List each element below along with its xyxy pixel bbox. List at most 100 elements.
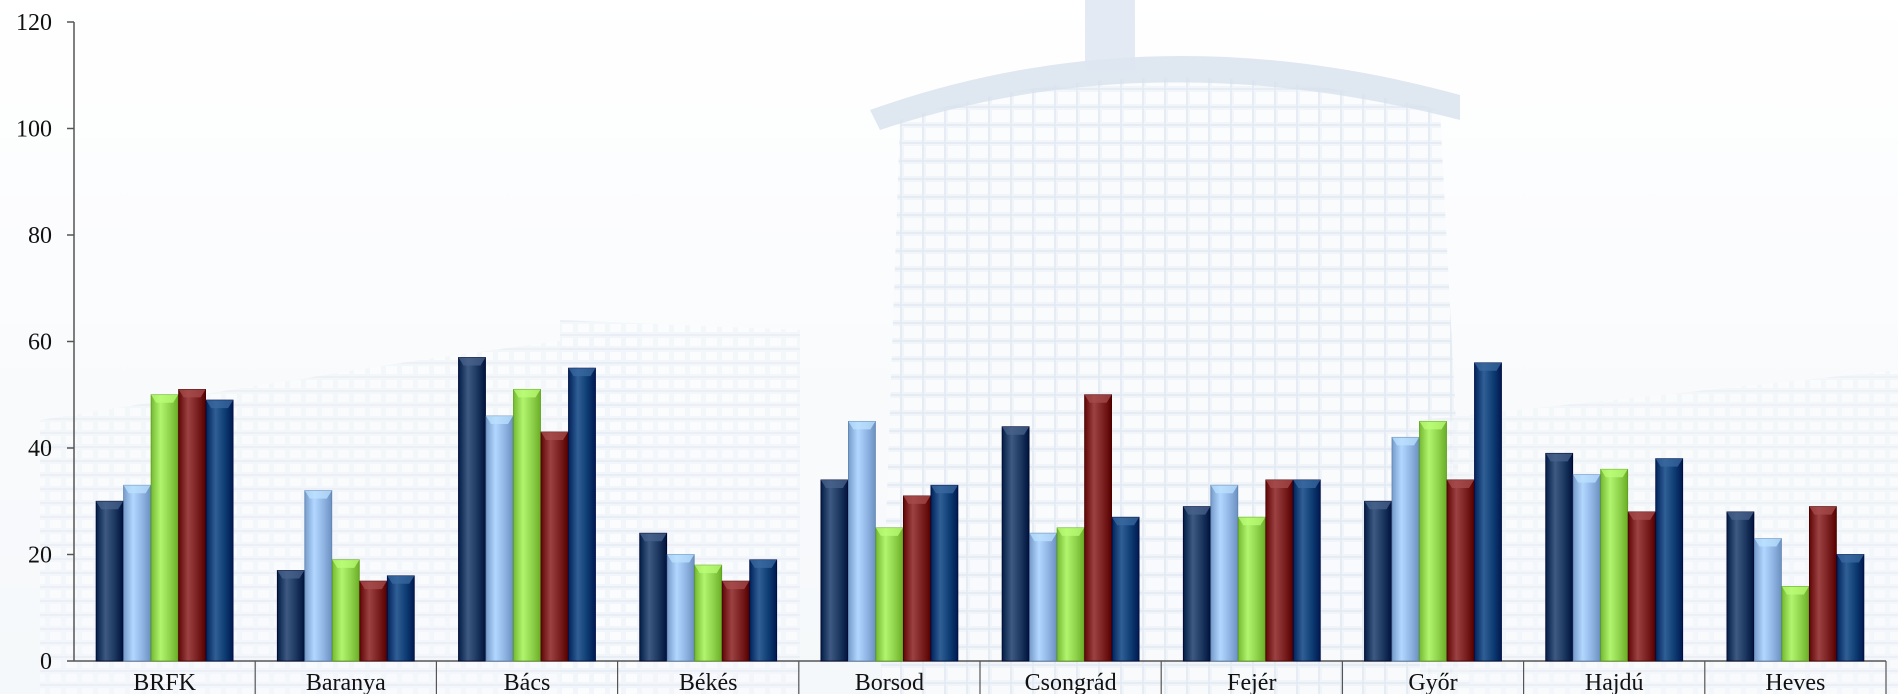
bar: [178, 389, 207, 662]
bar: [1237, 516, 1266, 662]
y-tick-label: 60: [28, 330, 52, 356]
bar: [359, 580, 388, 662]
bar-rect: [1084, 394, 1112, 662]
bar-cap: [96, 501, 124, 510]
bar-rect: [205, 399, 234, 662]
bar: [1029, 532, 1057, 662]
x-category-label: Győr: [1408, 670, 1457, 694]
bar: [1446, 479, 1475, 662]
x-category-label: Békés: [679, 670, 738, 694]
bar-cap: [875, 527, 903, 536]
bar-cap: [749, 559, 777, 568]
bar-rect: [359, 580, 388, 662]
bar-rect: [304, 490, 333, 662]
bar: [1111, 516, 1140, 662]
bar-rect: [1809, 506, 1837, 662]
bar-rect: [1419, 420, 1447, 662]
bar-rect: [1237, 516, 1266, 662]
bar-rect: [513, 389, 541, 662]
bar: [1474, 362, 1502, 662]
bar: [820, 479, 849, 662]
bar-rect: [1391, 436, 1420, 662]
bar-cap: [1545, 453, 1573, 462]
bar-cap: [1112, 517, 1140, 526]
y-tick-label: 100: [16, 117, 52, 143]
bar-cap: [694, 565, 722, 574]
bar: [1364, 500, 1392, 662]
x-category-label: Fejér: [1227, 670, 1276, 694]
bar: [1391, 436, 1420, 662]
bar-cap: [387, 575, 415, 584]
bar: [1754, 538, 1782, 662]
bar-cap: [1002, 426, 1030, 435]
x-category-label: BRFK: [133, 670, 196, 694]
y-tick-label: 0: [40, 649, 52, 675]
labels-group: 0 20 40 60 80 100 120 BRFK Baranya Bács Békés Borso…: [16, 10, 1825, 694]
bar: [848, 420, 876, 662]
bar-cap: [903, 495, 931, 504]
bar-cap: [1210, 485, 1238, 494]
bar: [1836, 554, 1865, 662]
bar-cap: [820, 479, 848, 488]
bar-cap: [930, 485, 958, 494]
bar: [276, 570, 305, 662]
bar-rect: [568, 367, 596, 662]
bar-rect: [1836, 554, 1865, 662]
bar-cap: [1628, 511, 1656, 520]
bar-cap: [667, 554, 695, 563]
bar-rect: [1029, 532, 1057, 662]
bar-rect: [694, 564, 723, 662]
bar-rect: [1600, 468, 1629, 662]
bar: [150, 394, 179, 662]
bar: [1572, 474, 1601, 662]
bar-cap: [458, 357, 486, 366]
bar-cap: [1057, 527, 1085, 536]
bar-cap: [1836, 554, 1864, 563]
bar-cap: [513, 389, 541, 398]
bar-cap: [1392, 437, 1419, 446]
bar: [903, 495, 931, 662]
bar-cap: [1419, 421, 1447, 430]
bar-cap: [151, 394, 179, 403]
bar: [304, 490, 333, 662]
bar-cap: [1238, 517, 1266, 526]
bar-cap: [1293, 479, 1321, 488]
bar-rect: [930, 484, 959, 662]
x-category-label: Hajdú: [1585, 670, 1644, 694]
bar-cap: [1364, 501, 1392, 510]
bar-rect: [331, 559, 360, 662]
bar: [1419, 420, 1447, 662]
bar-rect: [386, 575, 415, 662]
bar: [540, 431, 569, 662]
bar-rect: [721, 580, 750, 662]
bar: [1809, 506, 1837, 662]
bar: [1600, 468, 1629, 662]
bar-cap: [541, 432, 568, 441]
bar-cap: [359, 581, 387, 590]
y-tick-label: 40: [28, 436, 52, 462]
bar: [1084, 394, 1112, 662]
x-category-label: Csongrád: [1025, 670, 1117, 694]
bar-cap: [332, 559, 360, 568]
bar: [458, 357, 486, 662]
bar-cap: [1600, 469, 1628, 478]
bar-cap: [1781, 586, 1809, 595]
x-category-label: Heves: [1765, 670, 1825, 694]
bar-rect: [875, 527, 904, 662]
bar-cap: [1809, 506, 1837, 515]
bar-rect: [276, 570, 305, 662]
bar: [205, 399, 234, 662]
bar: [568, 367, 596, 662]
bar-cap: [1447, 479, 1474, 488]
bar: [485, 415, 514, 662]
bar-rect: [1265, 479, 1294, 662]
bar-rect: [1545, 452, 1574, 662]
y-tick-label: 120: [16, 10, 52, 36]
bar-rect: [1572, 474, 1601, 662]
bar: [721, 580, 750, 662]
bar: [1655, 458, 1684, 662]
bar-cap: [277, 570, 305, 579]
bar-cap: [304, 490, 332, 499]
bar-cap: [178, 389, 206, 398]
bar-cap: [123, 485, 151, 494]
